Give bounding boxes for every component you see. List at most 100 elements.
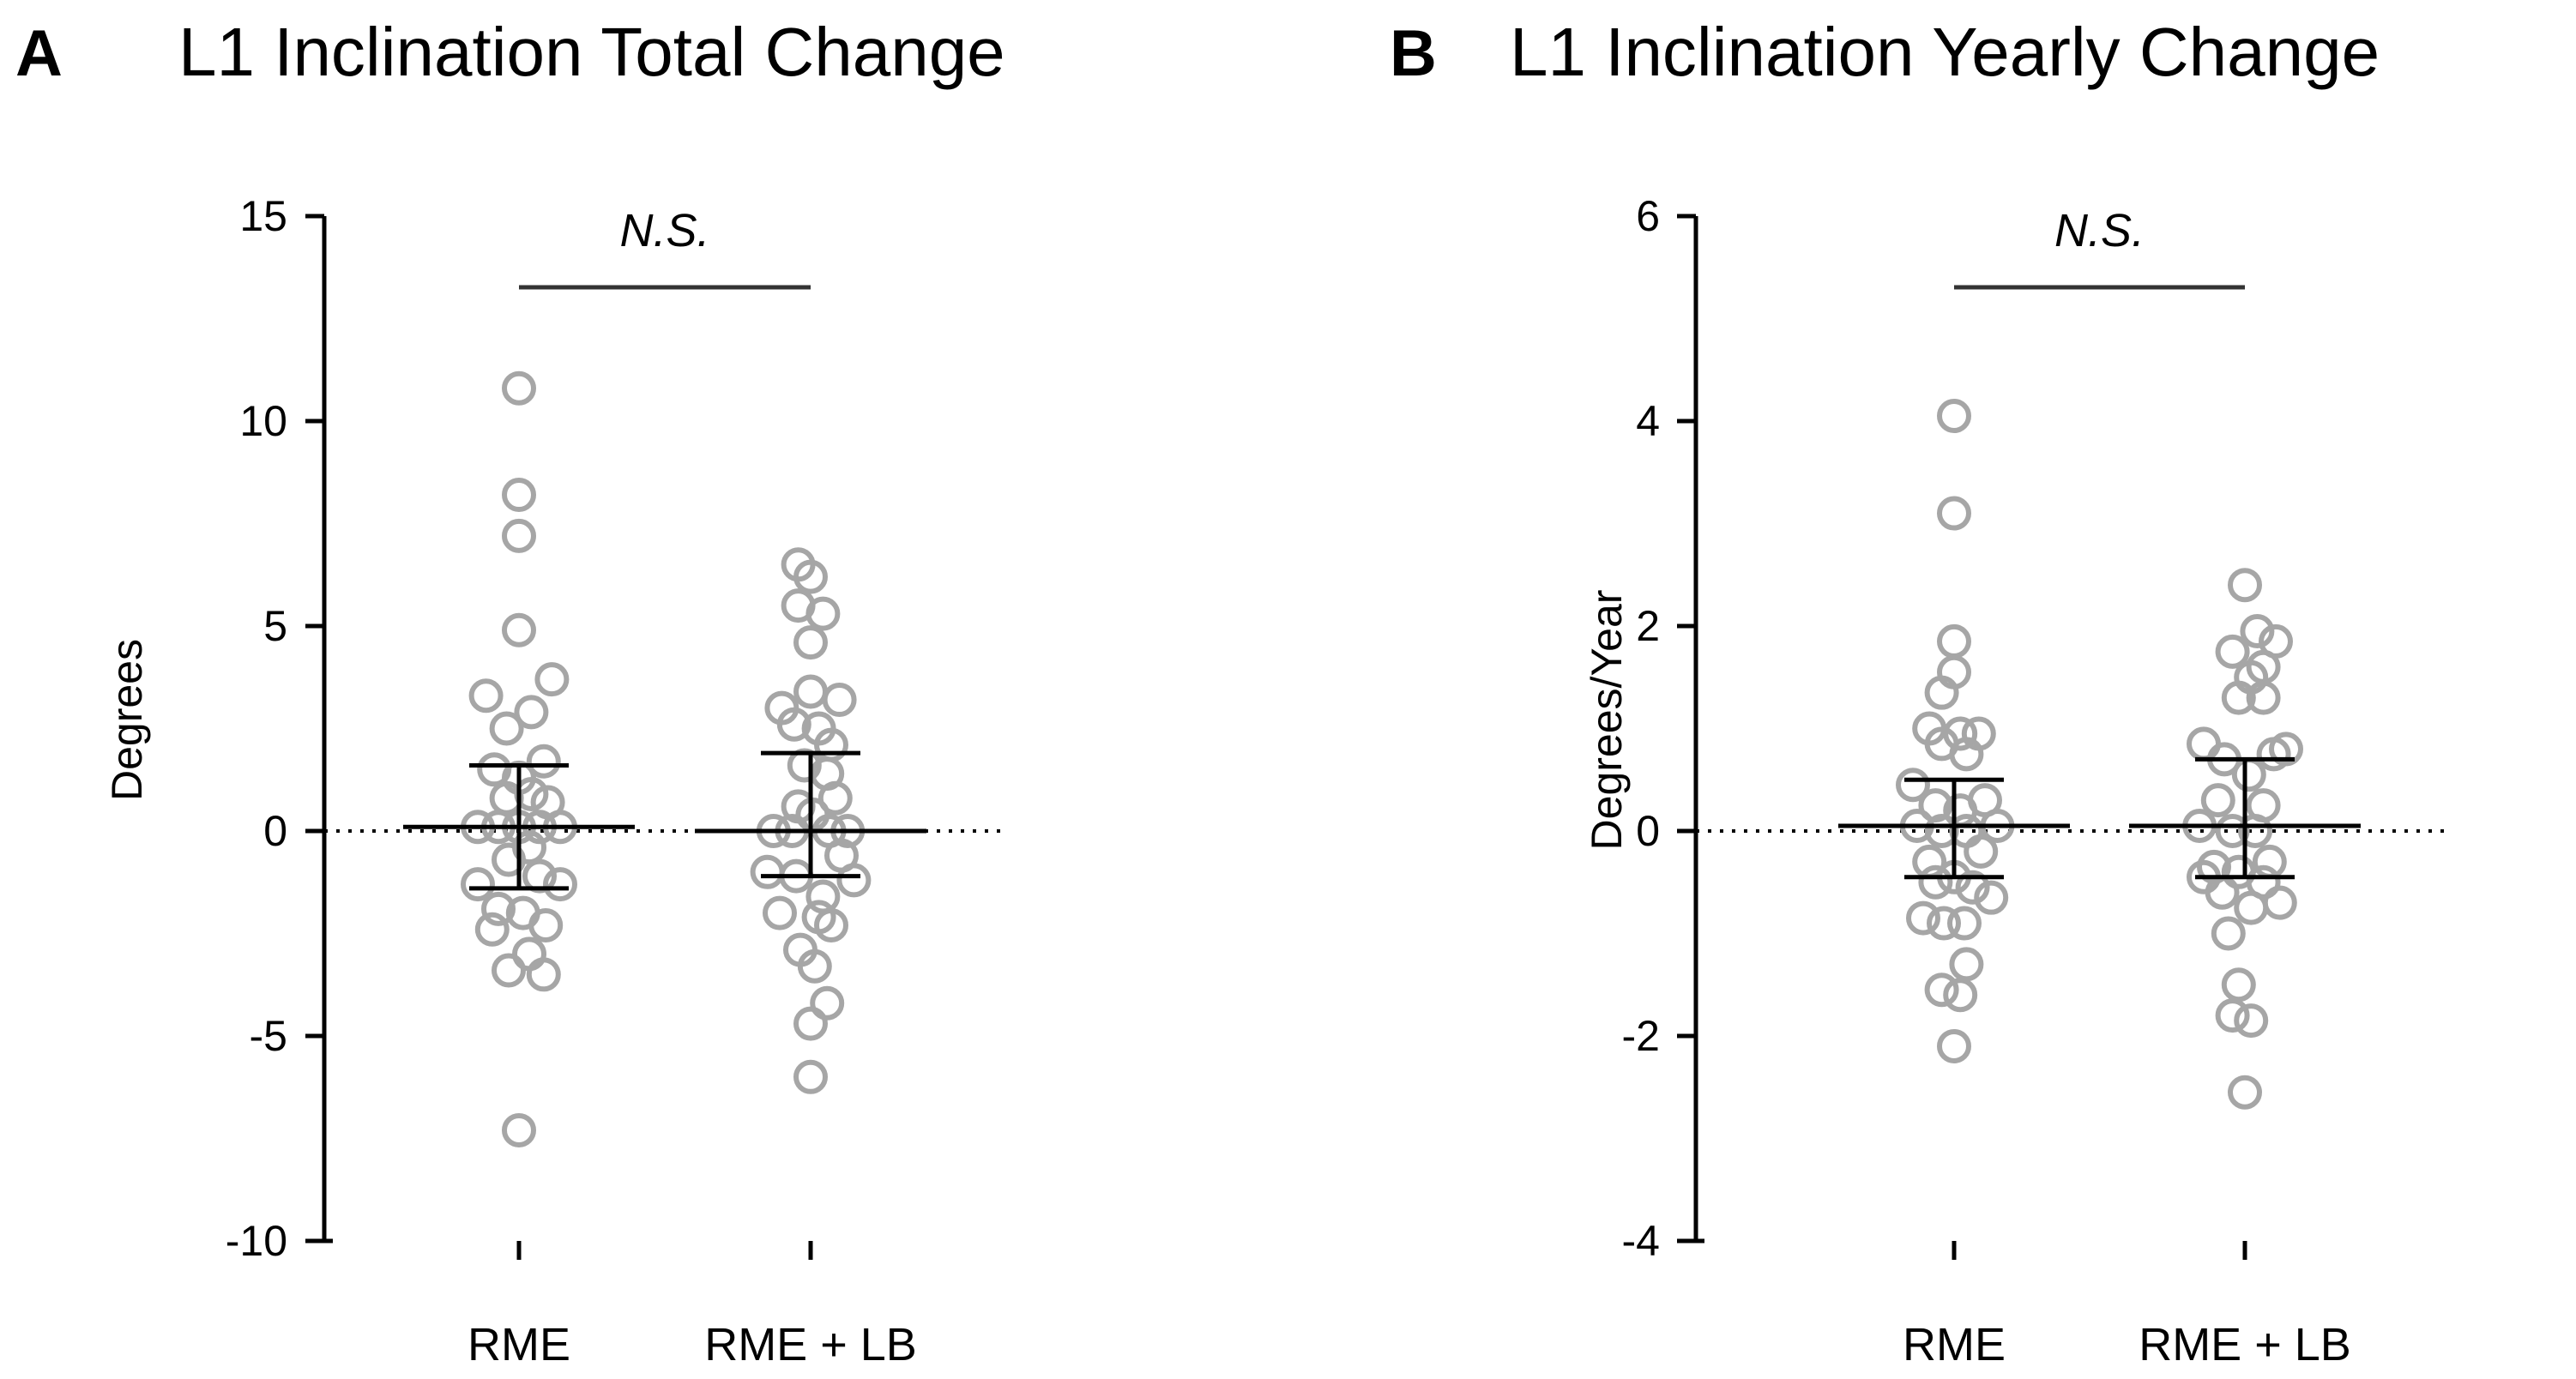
panel-a: A L1 Inclination Total Change 15 10 5 0 -5 -10 D… — [15, 14, 1008, 1370]
data-point — [805, 879, 841, 914]
data-point — [1927, 906, 1961, 941]
y-tick-label: 4 — [1636, 397, 1660, 445]
data-point — [502, 518, 536, 553]
y-tick-label: -10 — [226, 1217, 287, 1265]
data-point — [526, 957, 561, 992]
data-point — [489, 711, 524, 746]
data-point — [1937, 399, 1971, 434]
category-label: RME + LB — [704, 1319, 917, 1370]
data-point — [793, 625, 828, 660]
data-point — [2234, 1003, 2269, 1039]
data-point — [534, 662, 570, 697]
data-point — [1937, 496, 1971, 531]
data-point — [2228, 1075, 2262, 1110]
y-tick-label: 10 — [239, 397, 287, 445]
data-point — [1947, 906, 1982, 941]
y-tick-label: -2 — [1622, 1012, 1660, 1060]
y-tick-label: 6 — [1636, 192, 1660, 240]
category-label: RME + LB — [2139, 1319, 2351, 1370]
chart-title: L1 Inclination Yearly Change — [1510, 14, 2380, 90]
chart-title: L1 Inclination Total Change — [178, 14, 1005, 90]
data-point — [1896, 768, 1930, 803]
y-tick-label: 5 — [263, 602, 287, 650]
data-point — [514, 695, 549, 730]
data-point — [793, 1006, 828, 1041]
data-point — [793, 1059, 828, 1094]
y-tick-label: -5 — [250, 1012, 287, 1060]
data-point — [543, 867, 577, 902]
data-point — [1943, 716, 1978, 751]
y-axis-title: Degrees/Year — [1583, 590, 1631, 851]
data-point — [1937, 623, 1971, 659]
data-point — [492, 953, 526, 988]
data-point — [1949, 947, 1984, 982]
data-point — [502, 1112, 536, 1147]
data-point — [1955, 870, 1990, 905]
data-point — [1906, 900, 1940, 936]
data-point — [1924, 675, 1959, 710]
data-point — [2215, 814, 2250, 848]
data-point — [2215, 634, 2250, 669]
data-point — [2256, 737, 2291, 772]
significance-label: N.S. — [619, 205, 709, 256]
data-point — [2211, 916, 2246, 951]
data-point — [1924, 814, 1959, 848]
data-point — [787, 748, 822, 783]
y-axis-title: Degrees — [103, 639, 151, 801]
data-point — [502, 478, 536, 513]
data-point — [502, 370, 536, 406]
data-point — [1918, 864, 1953, 900]
panel-letter: B — [1390, 17, 1437, 90]
data-point — [793, 674, 828, 709]
data-point — [2228, 568, 2262, 603]
data-point — [1949, 737, 1984, 772]
data-point — [468, 678, 504, 714]
panel-b: B L1 Inclination Yearly Change 6 4 2 0 -2 -4 Deg… — [1390, 14, 2446, 1370]
data-point — [2200, 783, 2235, 818]
data-point — [750, 854, 785, 889]
data-point — [810, 985, 845, 1021]
y-tick-label: 2 — [1636, 602, 1660, 650]
data-point — [2262, 885, 2297, 920]
data-point — [1964, 834, 1999, 869]
data-point — [776, 707, 811, 742]
data-point — [2234, 890, 2269, 925]
category-label: RME — [1903, 1319, 2006, 1370]
data-point — [2215, 998, 2250, 1033]
data-point — [528, 907, 564, 942]
y-tick-label: 0 — [1636, 807, 1660, 855]
data-point — [492, 842, 526, 877]
data-point — [474, 912, 510, 947]
data-point — [514, 776, 549, 811]
data-point — [522, 858, 557, 894]
significance-label: N.S. — [2054, 205, 2145, 256]
data-point — [2221, 680, 2256, 715]
data-point — [502, 612, 536, 647]
data-point — [1943, 978, 1978, 1013]
data-point — [2240, 613, 2275, 648]
data-point — [2246, 680, 2281, 715]
data-point — [2238, 814, 2272, 848]
data-point — [2252, 844, 2287, 879]
data-point — [2221, 967, 2256, 1003]
y-tick-label: 15 — [239, 192, 287, 240]
data-point — [526, 744, 561, 779]
data-point — [817, 780, 853, 816]
data-point — [481, 891, 516, 926]
data-point — [1937, 1028, 1971, 1063]
data-point — [1974, 880, 2009, 915]
data-point — [763, 895, 797, 930]
data-point — [793, 559, 828, 594]
data-point — [461, 867, 495, 902]
category-label: RME — [468, 1319, 570, 1370]
panel-letter: A — [15, 17, 63, 90]
data-point — [814, 907, 848, 942]
data-point — [836, 863, 872, 898]
data-point — [2187, 726, 2221, 762]
data-point — [822, 683, 857, 718]
y-tick-label: 0 — [263, 807, 287, 855]
data-point — [1924, 973, 1959, 1008]
data-point — [797, 948, 832, 984]
data-point — [805, 596, 841, 631]
